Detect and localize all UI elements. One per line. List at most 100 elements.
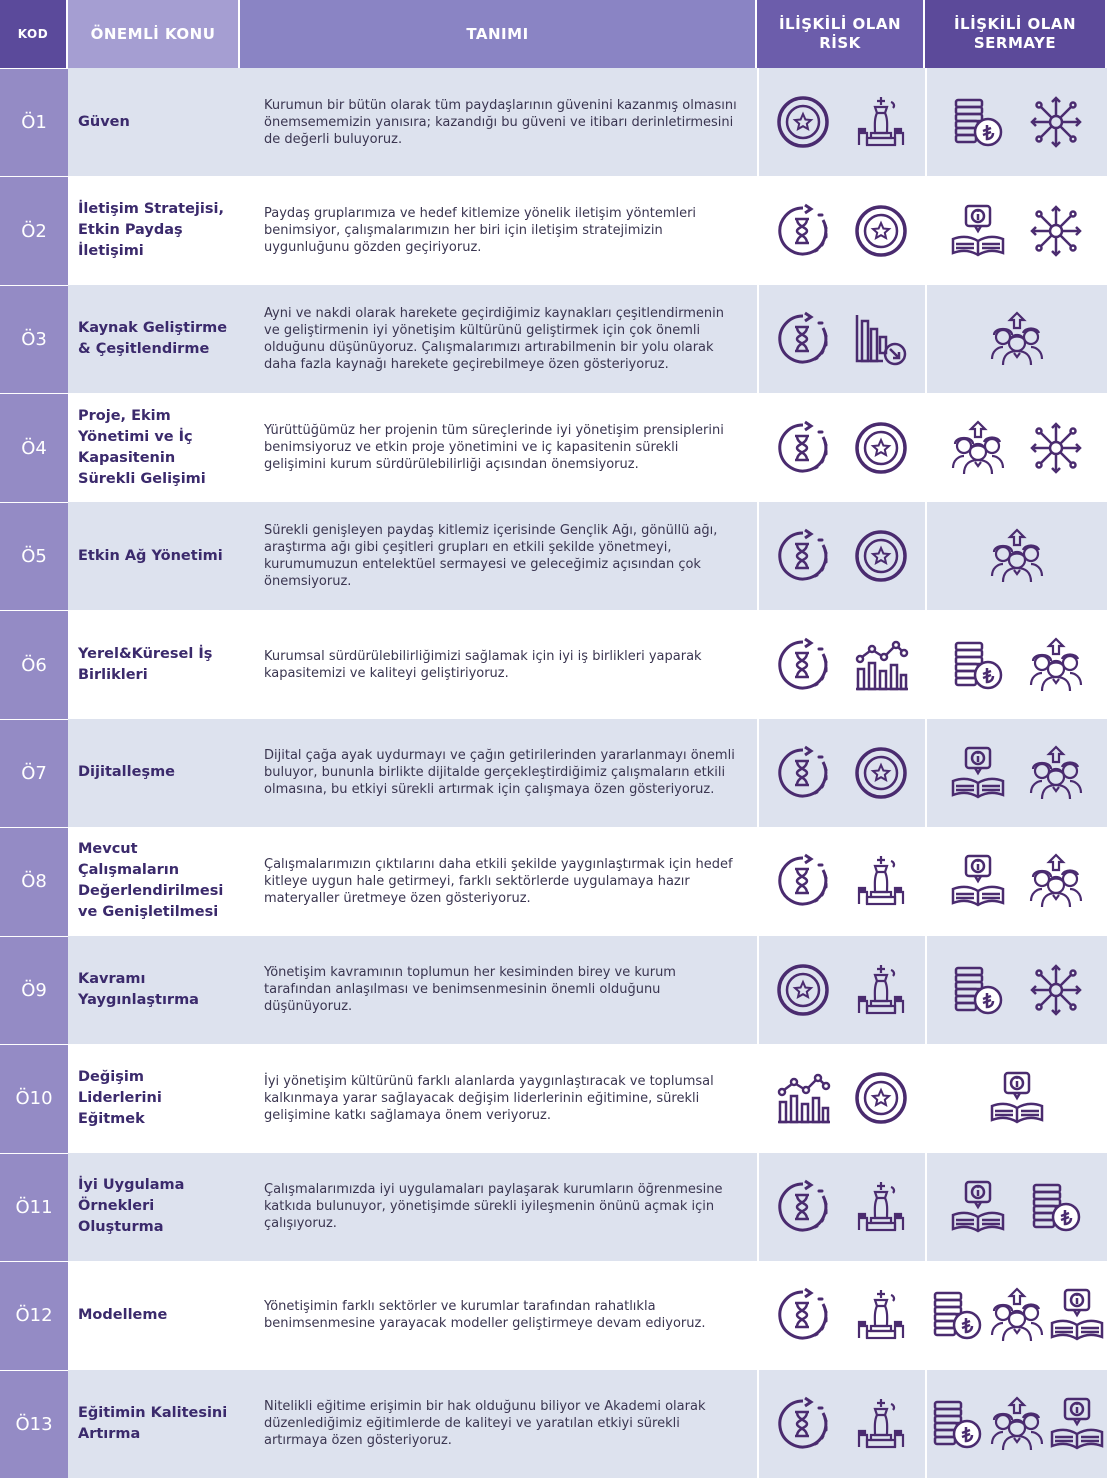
row-code: Ö12: [0, 1261, 68, 1370]
row-topic: Yerel&Küresel İş Birlikleri: [68, 610, 240, 719]
row-description: Ayni ve nakdi olarak harekete geçirdiğim…: [240, 284, 757, 394]
chess-icon: [853, 962, 909, 1018]
row-description: Yürüttüğümüz her projenin tüm süreçlerin…: [240, 393, 757, 502]
row-topic: Proje, Ekim Yönetimi ve İç Kapasitenin S…: [68, 393, 240, 502]
capital-icons: [925, 718, 1107, 828]
row-description: Kurumun bir bütün olarak tüm paydaşların…: [240, 68, 757, 177]
row-code: Ö4: [0, 393, 68, 502]
hourglass-icon: [775, 1287, 831, 1343]
coins-icon: [929, 1287, 985, 1343]
column-header: İLİŞKİLİ OLAN SERMAYE: [925, 0, 1107, 68]
row-code: Ö7: [0, 718, 68, 828]
hourglass-icon: [775, 420, 831, 476]
chess-icon: [853, 853, 909, 909]
risk-icons: [757, 284, 925, 394]
network-icon: [1028, 962, 1084, 1018]
risk-icons: [757, 1152, 925, 1262]
row-code: Ö1: [0, 68, 68, 177]
medal-icon: [775, 962, 831, 1018]
row-topic: Eğitimin Kalitesini Artırma: [68, 1369, 240, 1478]
capital-icons: [925, 610, 1107, 719]
hourglass-icon: [775, 1179, 831, 1235]
coins-icon: [950, 637, 1006, 693]
medal-icon: [853, 745, 909, 801]
risk-icons: [757, 176, 925, 285]
people-icon: [1028, 853, 1084, 909]
network-icon: [1028, 420, 1084, 476]
row-code: Ö3: [0, 284, 68, 394]
barsdown-icon: [853, 311, 909, 367]
row-description: Çalışmalarımızda iyi uygulamaları paylaş…: [240, 1152, 757, 1262]
row-description: Sürekli genişleyen paydaş kitlemiz içeri…: [240, 501, 757, 611]
hourglass-icon: [775, 528, 831, 584]
row-topic: Modelleme: [68, 1261, 240, 1370]
risk-icons: [757, 393, 925, 502]
risk-icons: [757, 1044, 925, 1153]
row-topic: İletişim Stratejisi, Etkin Paydaş İletiş…: [68, 176, 240, 285]
capital-icons: [925, 1369, 1107, 1478]
risk-icons: [757, 501, 925, 611]
medal-icon: [853, 420, 909, 476]
row-code: Ö11: [0, 1152, 68, 1262]
network-icon: [1028, 203, 1084, 259]
medal-icon: [775, 94, 831, 150]
row-description: Çalışmalarımızın çıktılarını daha etkili…: [240, 827, 757, 936]
row-description: Nitelikli eğitime erişimin bir hak olduğ…: [240, 1369, 757, 1478]
people-icon: [1028, 637, 1084, 693]
row-topic: Dijitalleşme: [68, 718, 240, 828]
column-header: TANIMI: [240, 0, 757, 68]
people-icon: [989, 528, 1045, 584]
row-code: Ö8: [0, 827, 68, 936]
medal-icon: [853, 1070, 909, 1126]
risk-icons: [757, 68, 925, 177]
coins-icon: [950, 962, 1006, 1018]
medal-icon: [853, 203, 909, 259]
row-description: Yönetişim kavramının toplumun her kesimi…: [240, 935, 757, 1045]
capital-icons: [925, 1152, 1107, 1262]
people-icon: [989, 1396, 1045, 1452]
book-icon: [950, 203, 1006, 259]
people-icon: [989, 1287, 1045, 1343]
medal-icon: [853, 528, 909, 584]
risk-icons: [757, 718, 925, 828]
book-icon: [950, 1179, 1006, 1235]
hourglass-icon: [775, 311, 831, 367]
row-description: Kurumsal sürdürülebilirliğimizi sağlamak…: [240, 610, 757, 719]
chess-icon: [853, 1287, 909, 1343]
capital-icons: [925, 1044, 1107, 1153]
capital-icons: [925, 501, 1107, 611]
chart-icon: [775, 1070, 831, 1126]
row-topic: İyi Uygulama Örnekleri Oluşturma: [68, 1152, 240, 1262]
row-topic: Değişim Liderlerini Eğitmek: [68, 1044, 240, 1153]
hourglass-icon: [775, 853, 831, 909]
people-icon: [950, 420, 1006, 476]
row-description: Dijital çağa ayak uydurmayı ve çağın get…: [240, 718, 757, 828]
people-icon: [1028, 745, 1084, 801]
book-icon: [1049, 1396, 1105, 1452]
hourglass-icon: [775, 637, 831, 693]
hourglass-icon: [775, 203, 831, 259]
row-code: Ö2: [0, 176, 68, 285]
capital-icons: [925, 68, 1107, 177]
capital-icons: [925, 393, 1107, 502]
chess-icon: [853, 1179, 909, 1235]
chess-icon: [853, 94, 909, 150]
column-header: İLİŞKİLİ OLAN RİSK: [757, 0, 925, 68]
row-code: Ö13: [0, 1369, 68, 1478]
row-topic: Kavramı Yaygınlaştırma: [68, 935, 240, 1045]
capital-icons: [925, 935, 1107, 1045]
column-header: KOD: [0, 0, 68, 68]
coins-icon: [1028, 1179, 1084, 1235]
risk-icons: [757, 1369, 925, 1478]
row-code: Ö9: [0, 935, 68, 1045]
capital-icons: [925, 284, 1107, 394]
hourglass-icon: [775, 745, 831, 801]
coins-icon: [950, 94, 1006, 150]
chart-icon: [853, 637, 909, 693]
row-description: Paydaş gruplarımıza ve hedef kitlemize y…: [240, 176, 757, 285]
risk-icons: [757, 1261, 925, 1370]
hourglass-icon: [775, 1396, 831, 1452]
row-code: Ö6: [0, 610, 68, 719]
network-icon: [1028, 94, 1084, 150]
